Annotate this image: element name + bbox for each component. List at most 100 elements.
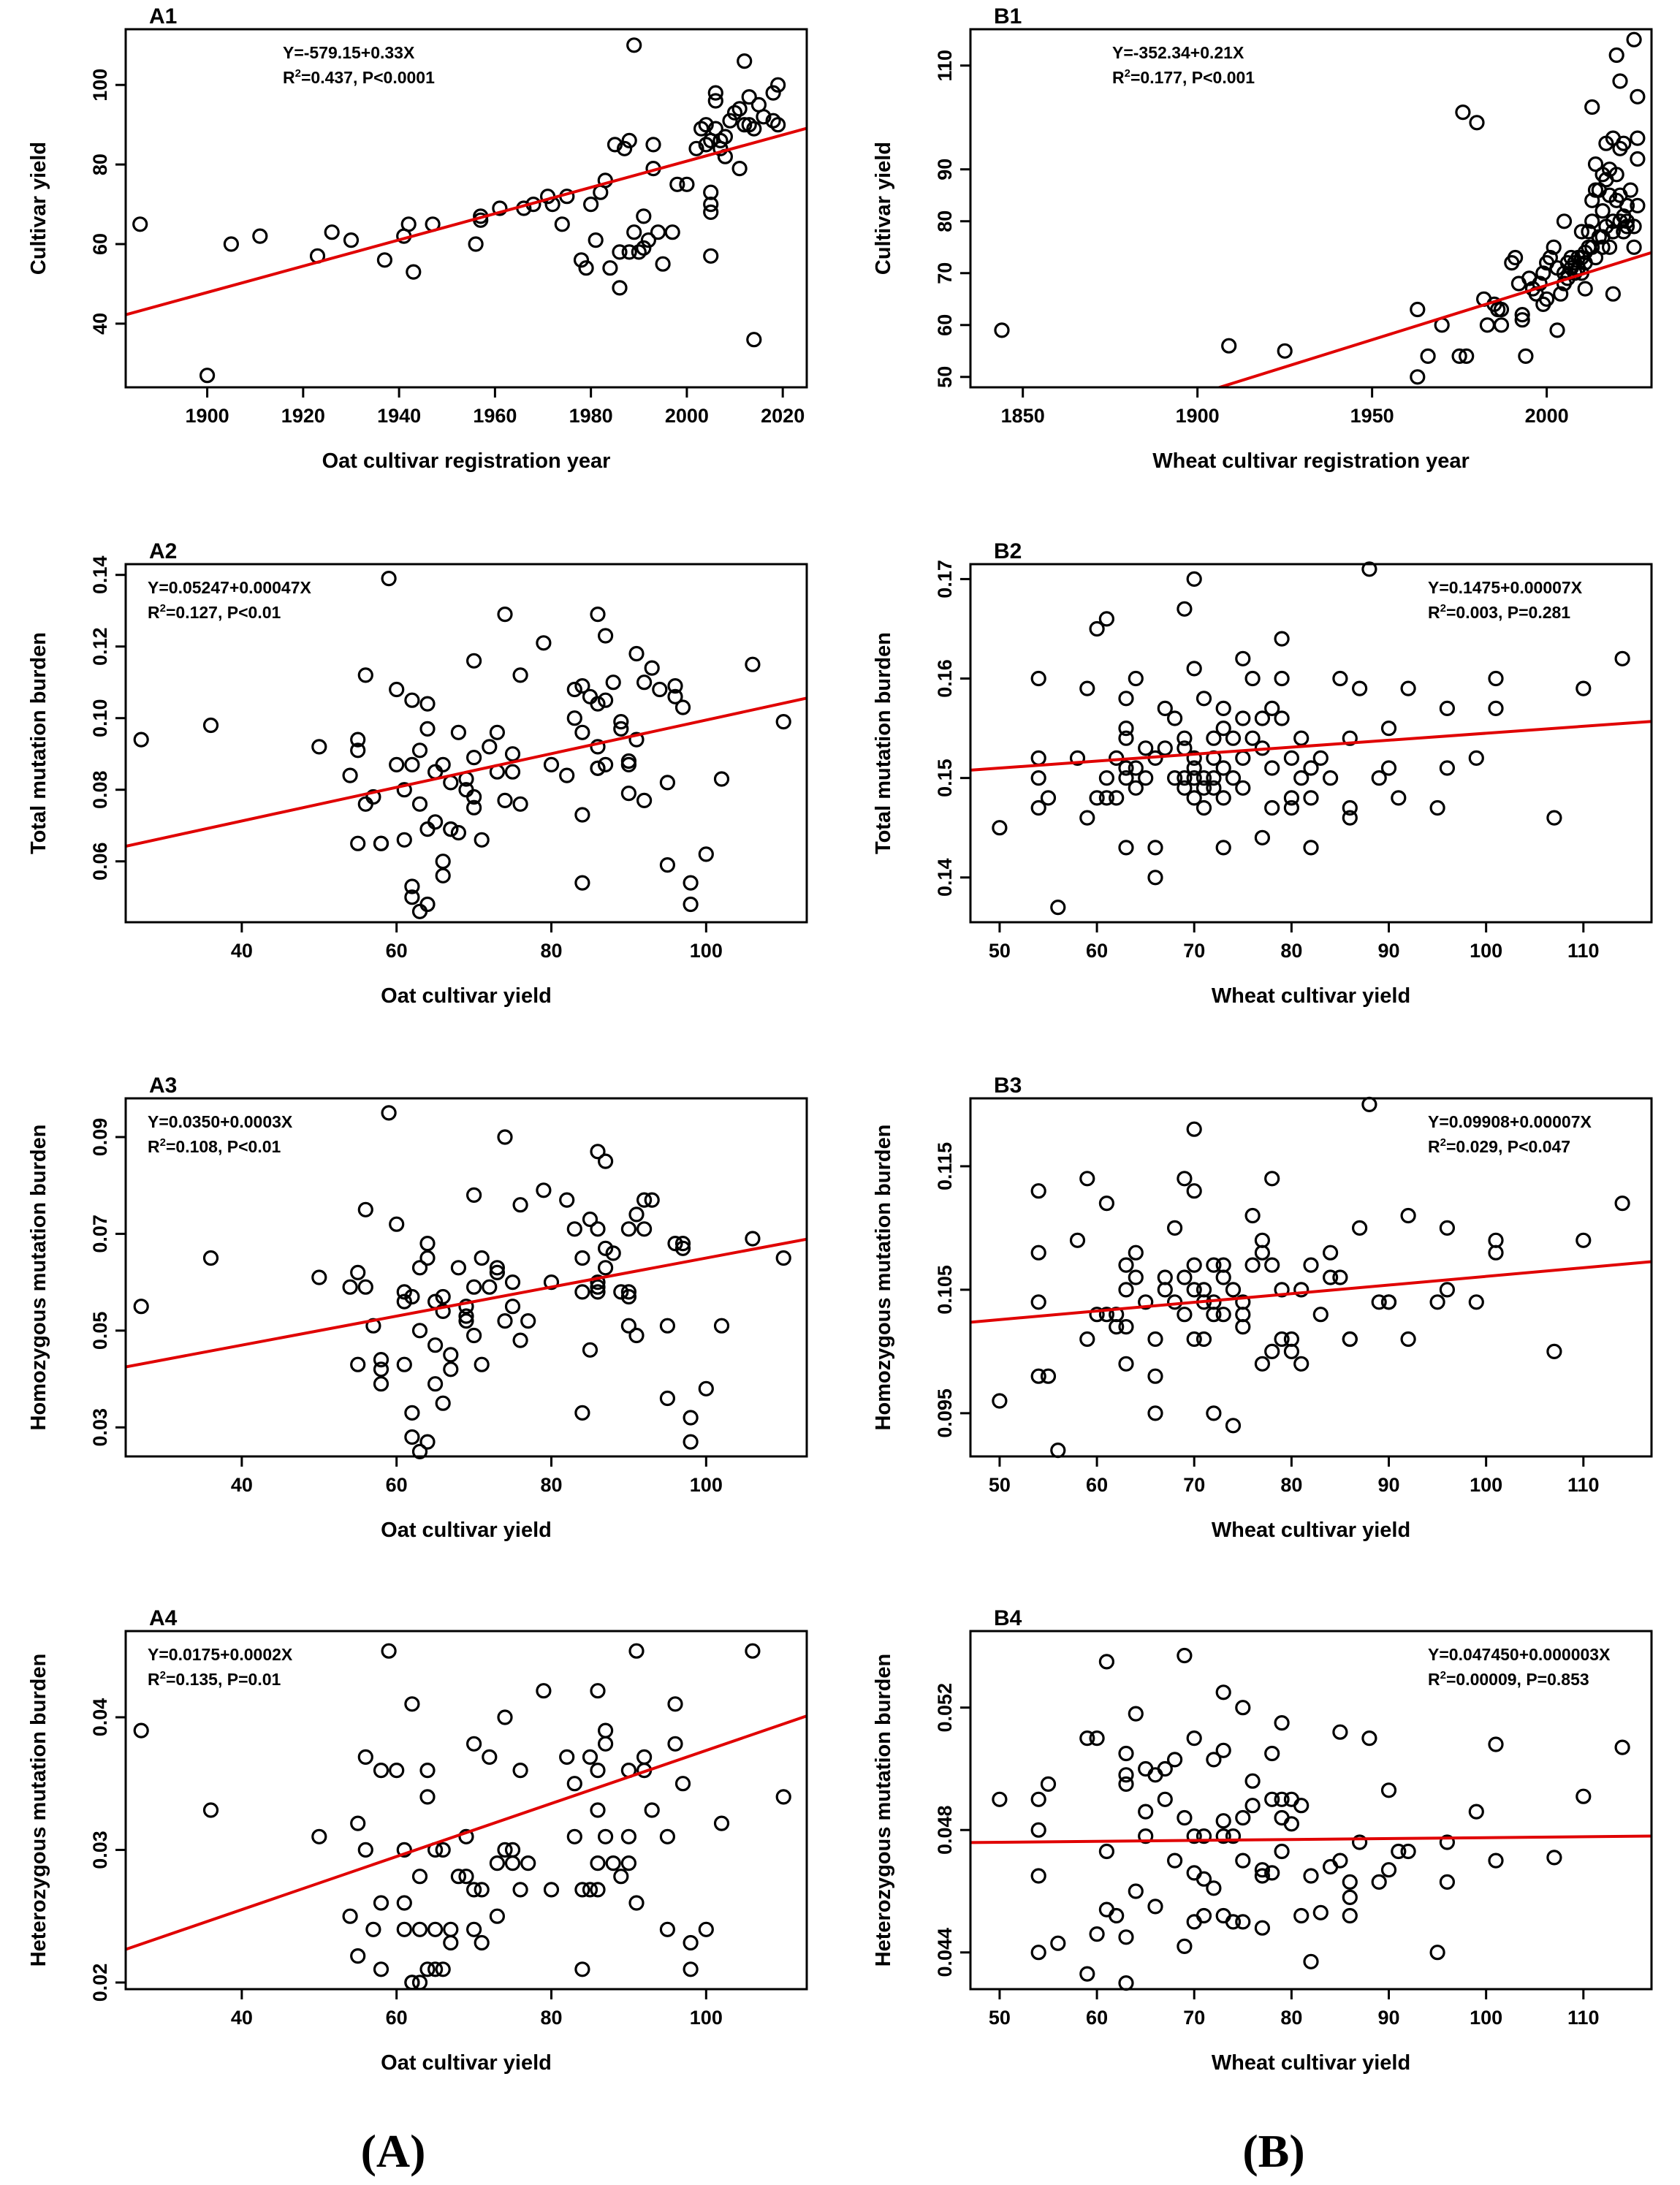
data-point bbox=[396, 1293, 412, 1310]
x-tick-label: 1960 bbox=[473, 405, 517, 427]
p-value: P=0.853 bbox=[1526, 1670, 1589, 1689]
data-point bbox=[1138, 1294, 1154, 1310]
p-value: P<0.01 bbox=[227, 1137, 281, 1156]
data-point bbox=[427, 1376, 444, 1392]
data-point bbox=[1147, 1767, 1163, 1783]
regression-equation: Y=0.0175+0.0002X bbox=[148, 1645, 293, 1664]
data-point bbox=[1244, 1207, 1261, 1224]
data-point bbox=[775, 1789, 791, 1805]
data-point bbox=[1030, 1822, 1046, 1838]
data-point bbox=[1128, 1244, 1144, 1261]
data-point bbox=[419, 1789, 436, 1805]
x-tick-label: 1900 bbox=[186, 405, 229, 427]
data-point bbox=[1429, 1294, 1445, 1310]
data-point bbox=[636, 1221, 653, 1237]
data-point bbox=[489, 724, 506, 740]
data-point bbox=[1098, 1195, 1115, 1212]
points-A2 bbox=[133, 570, 791, 919]
p-value: P=0.01 bbox=[227, 1670, 281, 1689]
data-point bbox=[1109, 790, 1125, 806]
r2-symbol: R bbox=[148, 1670, 160, 1689]
data-point bbox=[1138, 1760, 1154, 1777]
chart-panels: 1900 1920 1940 1960 1980 2000 2020 40 60 80 100 Oat… bbox=[27, 4, 1653, 2075]
points-B4 bbox=[992, 1647, 1630, 1991]
data-point bbox=[590, 739, 606, 755]
data-point bbox=[1619, 197, 1635, 213]
data-point bbox=[1303, 760, 1319, 776]
r2-p-annotation: R2=0.003, P=0.281 bbox=[1428, 602, 1570, 622]
data-point bbox=[590, 1855, 606, 1872]
data-point bbox=[1235, 1914, 1251, 1930]
data-point bbox=[650, 224, 666, 240]
data-point bbox=[474, 1356, 490, 1372]
data-point bbox=[636, 1192, 653, 1208]
x-tick-label: 60 bbox=[386, 1474, 408, 1496]
data-point bbox=[1264, 1865, 1280, 1881]
data-point bbox=[465, 1279, 482, 1295]
r2-superscript: 2 bbox=[295, 67, 301, 80]
data-point bbox=[1118, 1356, 1134, 1372]
data-point bbox=[396, 1921, 412, 1937]
data-point bbox=[1138, 1828, 1154, 1844]
x-tick-label: 60 bbox=[386, 2007, 408, 2029]
regression-line bbox=[126, 696, 807, 848]
data-point bbox=[443, 1361, 459, 1378]
p-value: P<0.001 bbox=[1192, 68, 1255, 87]
data-point bbox=[590, 696, 606, 712]
x-tick-label: 80 bbox=[1280, 2007, 1302, 2029]
data-point bbox=[659, 1921, 676, 1937]
data-point bbox=[1206, 730, 1222, 746]
data-point bbox=[741, 89, 757, 105]
x-tick-label: 60 bbox=[386, 940, 408, 962]
data-point bbox=[1215, 1828, 1231, 1844]
data-point bbox=[132, 216, 148, 232]
x-tick-label: 80 bbox=[540, 1474, 562, 1496]
data-point bbox=[1274, 670, 1290, 687]
data-point bbox=[504, 1299, 521, 1315]
x-tick-label: 60 bbox=[1086, 1474, 1108, 1496]
data-point bbox=[621, 132, 637, 148]
data-point bbox=[1283, 1816, 1300, 1832]
r2-superscript: 2 bbox=[160, 602, 166, 615]
data-point bbox=[1079, 680, 1095, 696]
r2-symbol: R bbox=[283, 68, 295, 87]
data-point bbox=[252, 228, 268, 244]
data-point bbox=[435, 756, 451, 773]
data-point bbox=[1293, 1282, 1310, 1298]
data-point bbox=[655, 256, 671, 272]
data-point bbox=[636, 792, 653, 809]
data-point bbox=[737, 53, 753, 69]
data-point bbox=[411, 1260, 428, 1276]
data-point bbox=[582, 1342, 598, 1358]
data-point bbox=[435, 867, 451, 884]
data-point bbox=[1254, 1244, 1271, 1261]
y-tick-label: 70 bbox=[934, 262, 956, 284]
data-point bbox=[357, 1749, 373, 1765]
data-point bbox=[1371, 770, 1387, 786]
data-point bbox=[590, 1802, 606, 1818]
data-point bbox=[1128, 780, 1144, 796]
data-point bbox=[1225, 730, 1242, 746]
data-point bbox=[644, 660, 660, 676]
p-value: P<0.047 bbox=[1508, 1137, 1570, 1156]
data-point bbox=[427, 1961, 444, 1977]
data-point bbox=[659, 1390, 676, 1407]
data-point bbox=[679, 176, 695, 192]
data-point bbox=[1177, 1171, 1193, 1187]
data-point bbox=[1040, 1368, 1057, 1384]
plot-frame bbox=[969, 563, 1653, 924]
y-axis-title: Cultivar yield bbox=[872, 142, 895, 275]
data-point bbox=[1147, 870, 1163, 886]
data-point bbox=[620, 1288, 637, 1305]
x-tick-label: 100 bbox=[1470, 1474, 1502, 1496]
data-point bbox=[458, 1299, 474, 1315]
data-point bbox=[1166, 1852, 1183, 1869]
y-tick-label: 0.052 bbox=[934, 1683, 956, 1733]
data-point bbox=[404, 1288, 420, 1305]
data-point bbox=[674, 699, 691, 715]
data-point bbox=[1400, 680, 1416, 696]
data-point bbox=[396, 1842, 412, 1858]
data-point bbox=[1380, 1294, 1397, 1310]
data-point bbox=[1186, 1865, 1202, 1881]
